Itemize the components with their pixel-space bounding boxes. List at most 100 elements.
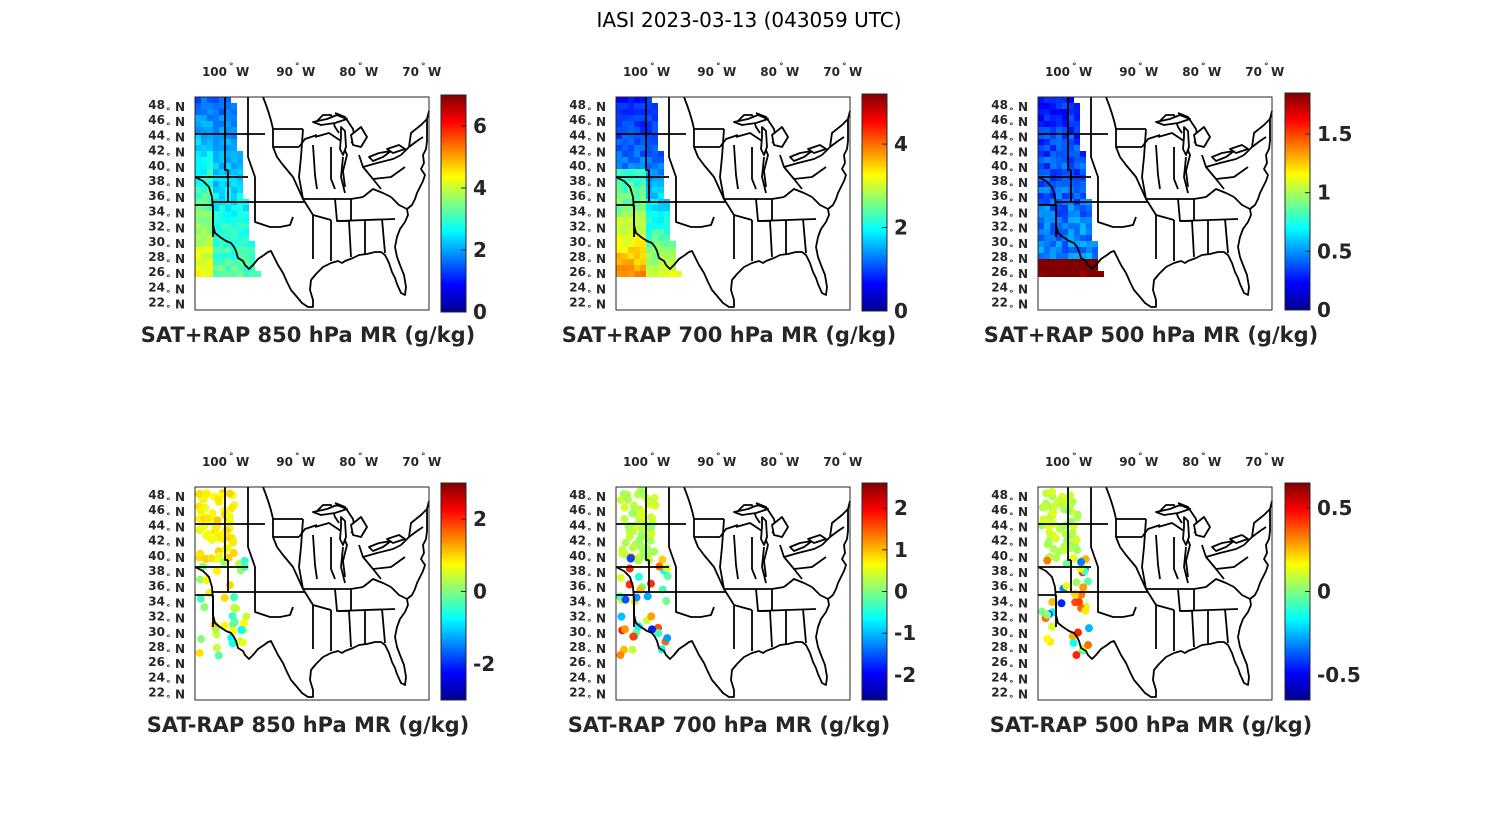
swath-cell [201, 145, 207, 151]
swath-cell [213, 97, 219, 103]
swath-cell [219, 271, 225, 277]
lat-tick-degree: ° [587, 168, 592, 178]
swath-cell [201, 205, 207, 211]
lat-tick-dir: N [596, 596, 606, 610]
swath-cell [628, 175, 634, 181]
swath-cell [652, 121, 658, 127]
lat-tick-dir: N [1018, 206, 1028, 220]
lat-tick-dir: N [596, 490, 606, 504]
swath-cell [670, 253, 676, 259]
state-border [262, 486, 304, 590]
state-border [408, 118, 428, 148]
lat-tick-dir: N [596, 566, 606, 580]
swath-cell [622, 139, 628, 145]
lat-tick-value: 48 [148, 488, 165, 502]
lat-tick-degree: ° [1009, 168, 1014, 178]
swath-cell [1062, 205, 1068, 211]
difference-point [1051, 500, 1060, 509]
swath-cell [243, 253, 249, 259]
swath-cell [1074, 259, 1080, 265]
panel-title: SAT+RAP 700 hPa MR (g/kg) [562, 323, 896, 347]
lat-tick-dir: N [596, 642, 606, 656]
lat-tick-degree: ° [166, 137, 171, 147]
swath-cell [658, 169, 664, 175]
lon-tick-degree: ° [716, 62, 721, 72]
state-border [645, 487, 649, 561]
lat-tick-value: 26 [991, 265, 1008, 279]
difference-point [620, 625, 629, 634]
swath-cell [1074, 175, 1080, 181]
state-border [1224, 218, 1229, 254]
lat-tick-degree: ° [166, 305, 171, 315]
swath-cell [1050, 247, 1056, 253]
swath-cell [652, 271, 658, 277]
swath-cell [616, 271, 622, 277]
swath-cell [622, 97, 628, 103]
swath-cell [634, 205, 640, 211]
lat-tick-dir: N [1018, 596, 1028, 610]
difference-point [195, 648, 204, 657]
colorbar-tick-label: 4 [473, 176, 487, 200]
difference-point [1070, 521, 1079, 530]
lat-tick-degree: ° [587, 305, 592, 315]
lon-tick-dir: W [786, 65, 799, 79]
swath-cell [1038, 151, 1044, 157]
swath-cell [1080, 253, 1086, 259]
swath-cell [225, 223, 231, 229]
swath-cell [646, 229, 652, 235]
lat-tick-dir: N [1018, 612, 1028, 626]
state-border [1243, 136, 1267, 156]
swath-cell [1050, 97, 1056, 103]
state-border [1155, 144, 1161, 190]
colorbar-tick-label: 6 [473, 114, 487, 138]
lat-tick-value: 24 [569, 280, 586, 294]
swath-cell [1068, 121, 1074, 127]
swath-cell [1074, 151, 1080, 157]
swath-cell [195, 181, 201, 187]
lon-tick-degree: ° [650, 62, 655, 72]
swath-cell [1050, 259, 1056, 265]
swath-cell [634, 109, 640, 115]
lat-tick-dir: N [175, 237, 185, 251]
swath-cell [658, 175, 664, 181]
great-lake [789, 150, 813, 162]
swath-cell [1056, 133, 1062, 139]
state-border [298, 518, 332, 611]
difference-point [242, 612, 251, 621]
swath-cell [640, 115, 646, 121]
lon-tick-value: 70 [402, 65, 419, 79]
great-lake [368, 150, 392, 162]
swath-cell [616, 199, 622, 205]
lon-tick-dir: W [657, 65, 670, 79]
state-border [783, 544, 823, 558]
swath-cell [616, 157, 622, 163]
swath-cell [1074, 271, 1080, 277]
state-border [829, 118, 849, 148]
difference-point [196, 635, 205, 644]
swath-cell [616, 103, 622, 109]
swath-cell [652, 151, 658, 157]
lat-tick-degree: ° [166, 558, 171, 568]
great-lake [771, 126, 789, 148]
swath-cell [1056, 175, 1062, 181]
great-lake [733, 504, 769, 516]
swath-cell [1044, 109, 1050, 115]
swath-cell [652, 133, 658, 139]
lat-tick-value: 46 [148, 113, 165, 127]
swath-cell [1080, 223, 1086, 229]
lat-tick-value: 34 [569, 594, 586, 608]
swath-cell [1062, 253, 1068, 259]
swath-cell [634, 229, 640, 235]
swath-cell [1080, 163, 1086, 169]
swath-cell [658, 223, 664, 229]
state-border [821, 136, 845, 156]
swath-cell [1068, 271, 1074, 277]
swath-cell [1068, 223, 1074, 229]
swath-cell [1056, 205, 1062, 211]
swath-cell [1080, 157, 1086, 163]
lon-tick-value: 90 [1119, 65, 1136, 79]
lat-tick-value: 48 [991, 488, 1008, 502]
swath-cell [1038, 241, 1044, 247]
difference-point [625, 532, 634, 541]
swath-cell [640, 253, 646, 259]
